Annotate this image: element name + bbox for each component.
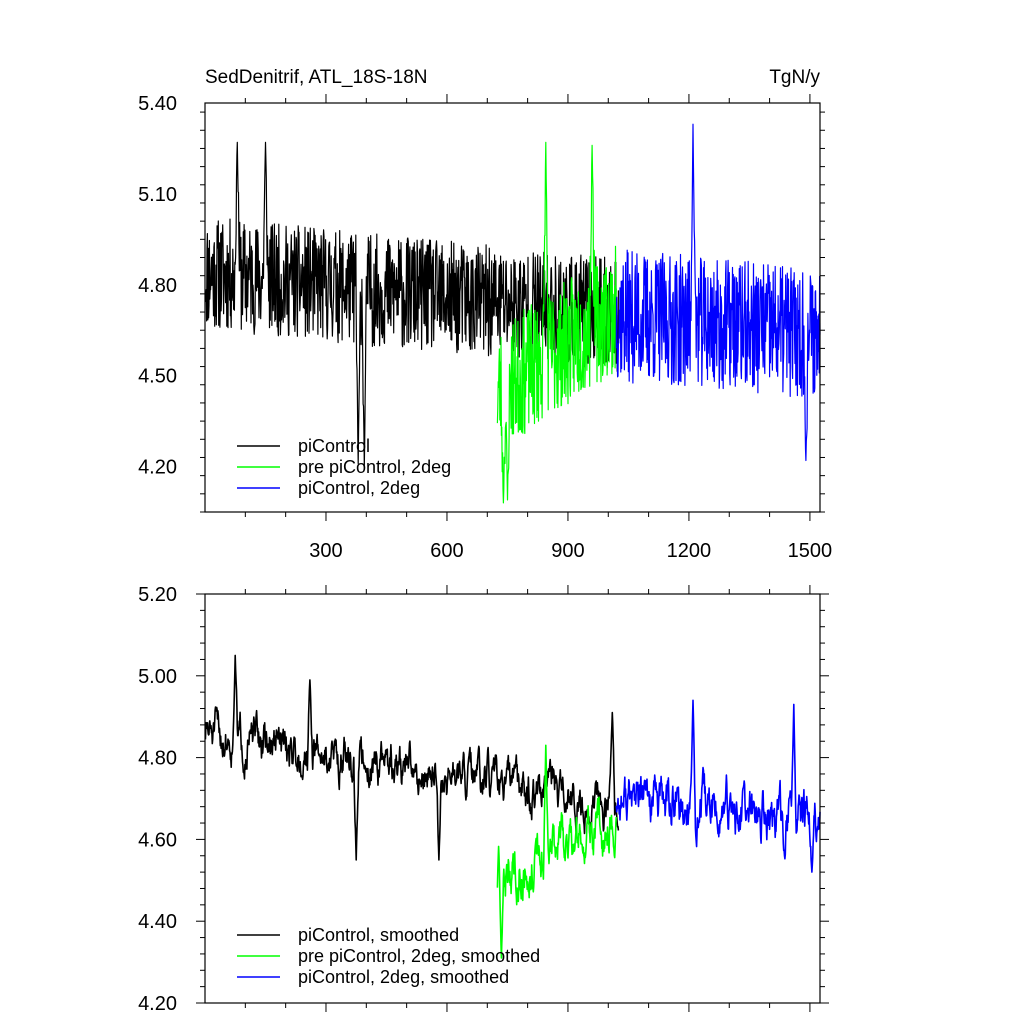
x-tick-label: 300	[309, 540, 342, 562]
x-tick-label: 900	[551, 540, 584, 562]
y-tick-label: 4.40	[138, 911, 177, 933]
x-tick-label: 1500	[788, 540, 833, 562]
series-line-picontrol-2deg	[615, 123, 821, 462]
legend-label: piControl, 2deg	[298, 478, 420, 498]
legend-label: piControl	[298, 436, 370, 456]
y-tick-label: 5.20	[138, 584, 177, 606]
units-label: TgN/y	[769, 67, 820, 88]
legend-label: pre piControl, 2deg, smoothed	[298, 946, 540, 966]
bottom-panel: 4.20 4.40 4.60 4.80 5.00 5.20 piControl, smoo…	[138, 584, 829, 1015]
legend-label: pre piControl, 2deg	[298, 457, 451, 477]
series-line-pre-picontrol-2deg-smoothed	[496, 744, 618, 959]
series-layer-bottom	[204, 654, 821, 959]
y-tick-label: 4.80	[138, 748, 177, 770]
legend-label: piControl, 2deg, smoothed	[298, 967, 509, 987]
y-tick-label: 4.20	[138, 993, 177, 1015]
series-line-pre-picontrol-2deg	[496, 141, 617, 504]
y-tick-label: 4.80	[138, 275, 177, 297]
plot-frame	[204, 593, 821, 1004]
plot-frame	[204, 102, 821, 513]
y-tick-label: 4.20	[138, 457, 177, 479]
axes-top: 300 600 900 1200 1500 4.20 4.50 4.80 5.10 5.40	[138, 93, 832, 562]
y-tick-label: 4.50	[138, 366, 177, 388]
y-tick-label: 5.10	[138, 184, 177, 206]
series-layer-top	[204, 123, 821, 504]
series-line-picontrol-smoothed	[204, 654, 620, 861]
chart-title: SedDenitrif, ATL_18S-18N	[205, 67, 428, 88]
y-tick-label: 4.60	[138, 829, 177, 851]
y-tick-label: 5.40	[138, 93, 177, 115]
series-line-picontrol-2deg-smoothed	[615, 699, 821, 873]
x-tick-label: 1200	[667, 540, 712, 562]
y-tick-label: 5.00	[138, 666, 177, 688]
series-line-picontrol	[204, 141, 620, 468]
top-panel: SedDenitrif, ATL_18S-18N TgN/y 300 600 900…	[138, 67, 832, 562]
axes-bottom: 4.20 4.40 4.60 4.80 5.00 5.20	[138, 584, 829, 1015]
x-tick-label: 600	[430, 540, 463, 562]
legend-label: piControl, smoothed	[298, 925, 459, 945]
